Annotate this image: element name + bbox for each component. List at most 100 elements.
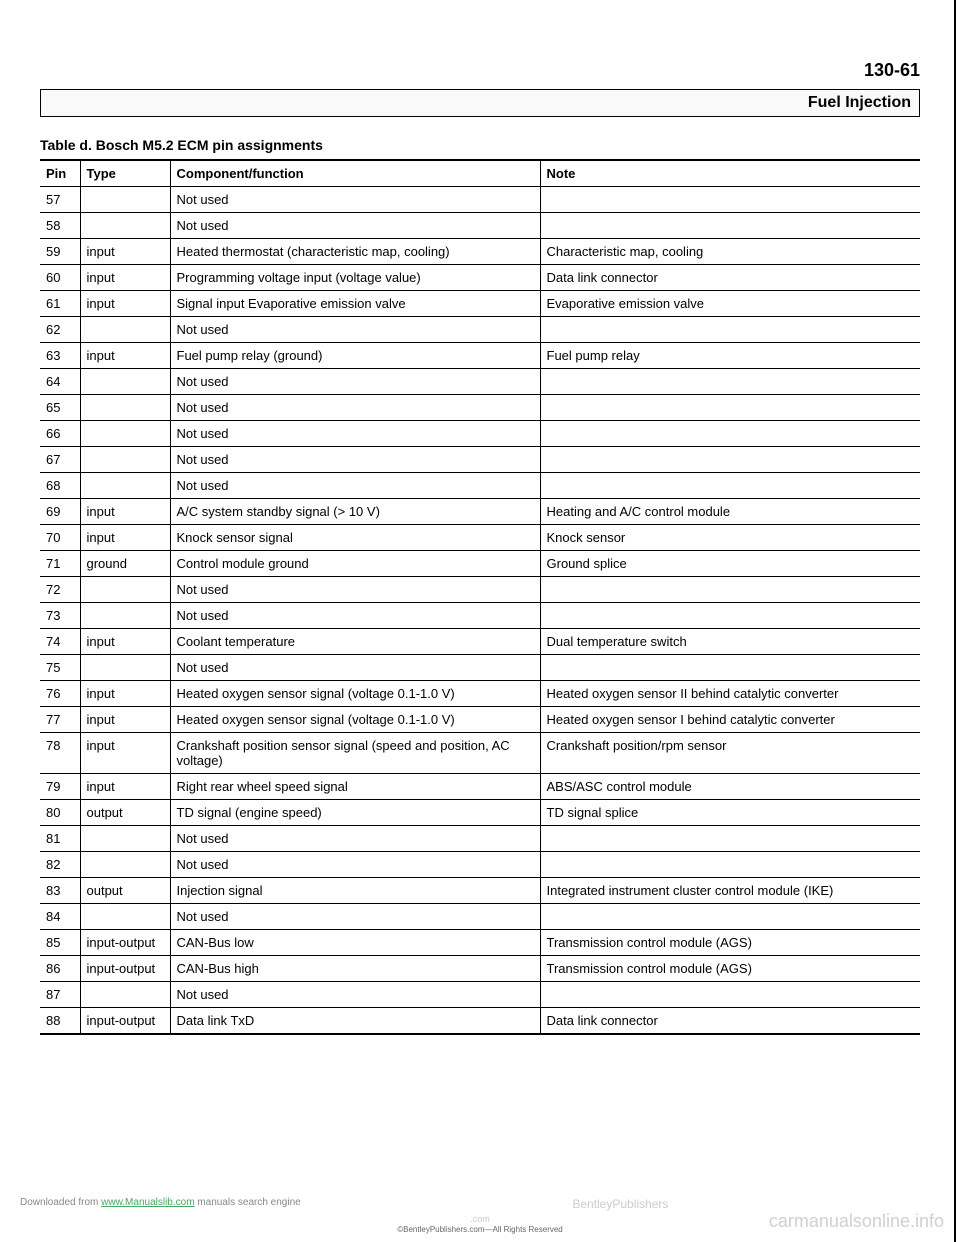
table-cell: Crankshaft position sensor signal (speed… [170,733,540,774]
table-row: 77inputHeated oxygen sensor signal (volt… [40,707,920,733]
table-cell [80,187,170,213]
footer-link[interactable]: www.Manualslib.com [101,1197,194,1208]
section-title: Fuel Injection [49,94,911,112]
table-cell: Not used [170,655,540,681]
table-cell [80,904,170,930]
table-cell: 80 [40,800,80,826]
table-cell: 62 [40,317,80,343]
table-cell: 75 [40,655,80,681]
table-cell: Data link TxD [170,1008,540,1035]
table-cell: input [80,291,170,317]
table-cell: Coolant temperature [170,629,540,655]
table-cell [80,395,170,421]
table-cell: 84 [40,904,80,930]
table-cell: Transmission control module (AGS) [540,956,920,982]
table-cell: input [80,265,170,291]
th-type: Type [80,160,170,187]
table-header-row: Pin Type Component/function Note [40,160,920,187]
table-cell [80,852,170,878]
footer-prefix: Downloaded from [20,1197,101,1208]
table-cell: Evaporative emission valve [540,291,920,317]
table-cell: 66 [40,421,80,447]
table-cell: CAN-Bus high [170,956,540,982]
table-cell: Dual temperature switch [540,629,920,655]
table-cell [540,904,920,930]
th-note: Note [540,160,920,187]
table-cell: 79 [40,774,80,800]
table-cell: Heated thermostat (characteristic map, c… [170,239,540,265]
table-cell: Not used [170,187,540,213]
table-cell: input [80,499,170,525]
table-row: 70inputKnock sensor signalKnock sensor [40,525,920,551]
table-cell: Not used [170,603,540,629]
table-cell: Not used [170,421,540,447]
table-cell: ground [80,551,170,577]
table-cell: Right rear wheel speed signal [170,774,540,800]
table-row: 83outputInjection signalIntegrated instr… [40,878,920,904]
table-cell: Heated oxygen sensor signal (voltage 0.1… [170,707,540,733]
table-cell: ABS/ASC control module [540,774,920,800]
table-row: 79inputRight rear wheel speed signalABS/… [40,774,920,800]
table-cell [540,982,920,1008]
page-header: 130-61 [40,60,920,81]
table-cell: Heating and A/C control module [540,499,920,525]
table-cell: 82 [40,852,80,878]
th-component: Component/function [170,160,540,187]
th-pin: Pin [40,160,80,187]
table-cell [80,369,170,395]
table-cell: 78 [40,733,80,774]
table-cell [80,603,170,629]
table-cell [540,447,920,473]
table-cell: 72 [40,577,80,603]
table-cell [80,826,170,852]
page-content: 130-61 Fuel Injection Table d. Bosch M5.… [0,0,960,1055]
table-cell: 65 [40,395,80,421]
section-box: Fuel Injection [40,89,920,117]
table-cell [540,369,920,395]
table-cell [540,421,920,447]
page-number: 130-61 [864,60,920,80]
table-cell: Not used [170,317,540,343]
table-row: 60inputProgramming voltage input (voltag… [40,265,920,291]
table-cell [80,213,170,239]
table-cell: 77 [40,707,80,733]
table-cell: 58 [40,213,80,239]
table-cell [80,317,170,343]
table-cell: Heated oxygen sensor I behind catalytic … [540,707,920,733]
table-cell [540,826,920,852]
table-cell: Injection signal [170,878,540,904]
table-row: 74inputCoolant temperatureDual temperatu… [40,629,920,655]
table-cell: Heated oxygen sensor II behind catalytic… [540,681,920,707]
table-row: 63inputFuel pump relay (ground)Fuel pump… [40,343,920,369]
table-cell: 61 [40,291,80,317]
table-cell: TD signal (engine speed) [170,800,540,826]
footer-download: Downloaded from www.Manualslib.com manua… [20,1197,301,1208]
table-row: 59inputHeated thermostat (characteristic… [40,239,920,265]
table-row: 87Not used [40,982,920,1008]
table-cell: input [80,239,170,265]
table-cell: input [80,681,170,707]
table-cell: Knock sensor [540,525,920,551]
table-cell: 60 [40,265,80,291]
table-cell: Crankshaft position/rpm sensor [540,733,920,774]
table-row: 68Not used [40,473,920,499]
table-row: 64Not used [40,369,920,395]
table-cell: Signal input Evaporative emission valve [170,291,540,317]
table-cell: input [80,343,170,369]
table-cell [540,317,920,343]
table-cell: 63 [40,343,80,369]
table-cell: 67 [40,447,80,473]
table-cell: 59 [40,239,80,265]
table-cell: Not used [170,904,540,930]
table-row: 58Not used [40,213,920,239]
table-cell: Fuel pump relay (ground) [170,343,540,369]
table-cell: 74 [40,629,80,655]
table-cell [540,852,920,878]
table-cell: input-output [80,956,170,982]
table-cell: Not used [170,369,540,395]
table-cell: Transmission control module (AGS) [540,930,920,956]
table-row: 61inputSignal input Evaporative emission… [40,291,920,317]
table-cell: input [80,629,170,655]
table-caption: Table d. Bosch M5.2 ECM pin assignments [40,137,920,153]
table-row: 75 Not used [40,655,920,681]
